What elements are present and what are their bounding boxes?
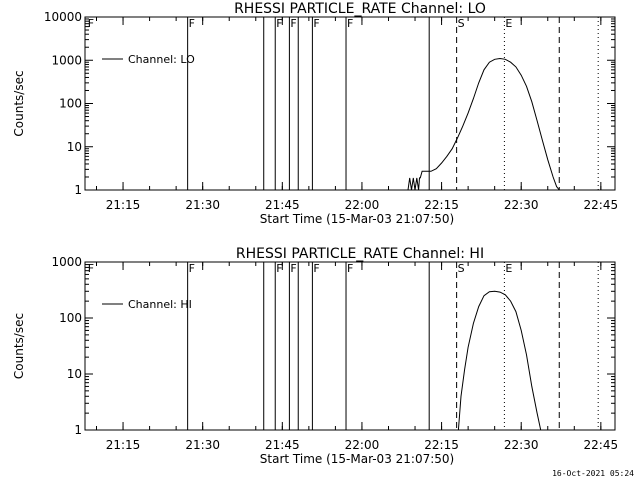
y-tick-label: 100 <box>59 311 82 325</box>
y-axis-label: Counts/sec <box>12 313 26 379</box>
x-tick-label: 21:15 <box>106 438 141 452</box>
flag-marker-label: F <box>313 262 319 275</box>
y-tick-label: 10 <box>67 367 82 381</box>
x-tick-label: 21:30 <box>185 198 220 212</box>
x-tick-label: 22:45 <box>584 438 619 452</box>
y-tick-label: 10000 <box>44 10 82 24</box>
x-tick-label: 22:15 <box>424 438 459 452</box>
series-line <box>457 290 542 431</box>
flag-marker-label: F <box>347 262 353 275</box>
x-tick-label: 22:45 <box>584 198 619 212</box>
x-axis-label: Start Time (15-Mar-03 21:07:50) <box>260 452 454 466</box>
x-tick-label: 21:45 <box>265 198 300 212</box>
y-tick-label: 1 <box>74 183 82 197</box>
flag-marker-label: F <box>88 17 94 30</box>
flag-marker-label: F <box>347 17 353 30</box>
chart-panel-1: RHESSI PARTICLE_RATE Channel: LO Counts/s… <box>12 1 618 226</box>
x-tick-label: 21:30 <box>185 438 220 452</box>
legend-label: Channel: LO <box>128 53 195 66</box>
y-axis-label: Counts/sec <box>12 70 26 136</box>
flag-marker-label: F <box>276 17 282 30</box>
flag-marker-label: S <box>458 262 465 275</box>
flag-marker-label: F <box>88 262 94 275</box>
y-tick-label: 1 <box>74 423 82 437</box>
x-tick-label: 22:30 <box>504 438 539 452</box>
flag-marker-label: F <box>189 262 195 275</box>
plot-frame <box>84 261 616 431</box>
y-tick-label: 100 <box>59 97 82 111</box>
legend-label: Channel: HI <box>128 298 192 311</box>
flag-marker-label: E <box>505 17 512 30</box>
plot-frame <box>84 16 616 191</box>
chart-panel-2: RHESSI PARTICLE_RATE Channel: HI Counts/s… <box>12 246 618 466</box>
y-tick-label: 10 <box>67 140 82 154</box>
flag-marker-label: F <box>290 17 296 30</box>
flag-marker-label: F <box>290 262 296 275</box>
x-axis-label: Start Time (15-Mar-03 21:07:50) <box>260 212 454 226</box>
flag-marker-label: F <box>276 262 282 275</box>
x-tick-label: 21:15 <box>106 198 141 212</box>
chart-title: RHESSI PARTICLE_RATE Channel: HI <box>236 246 484 262</box>
series-line <box>407 57 560 191</box>
flag-marker-label: F <box>313 17 319 30</box>
x-tick-label: 22:00 <box>345 438 380 452</box>
footer-timestamp: 16-Oct-2021 05:24 <box>552 469 634 478</box>
x-tick-label: 22:30 <box>504 198 539 212</box>
x-tick-label: 21:45 <box>265 438 300 452</box>
flag-marker-label: F <box>189 17 195 30</box>
chart-title: RHESSI PARTICLE_RATE Channel: LO <box>234 1 486 17</box>
flag-marker-label: S <box>458 17 465 30</box>
y-tick-label: 1000 <box>51 53 82 67</box>
y-tick-label: 1000 <box>51 255 82 269</box>
x-tick-label: 22:15 <box>424 198 459 212</box>
x-tick-label: 22:00 <box>345 198 380 212</box>
flag-marker-label: E <box>505 262 512 275</box>
